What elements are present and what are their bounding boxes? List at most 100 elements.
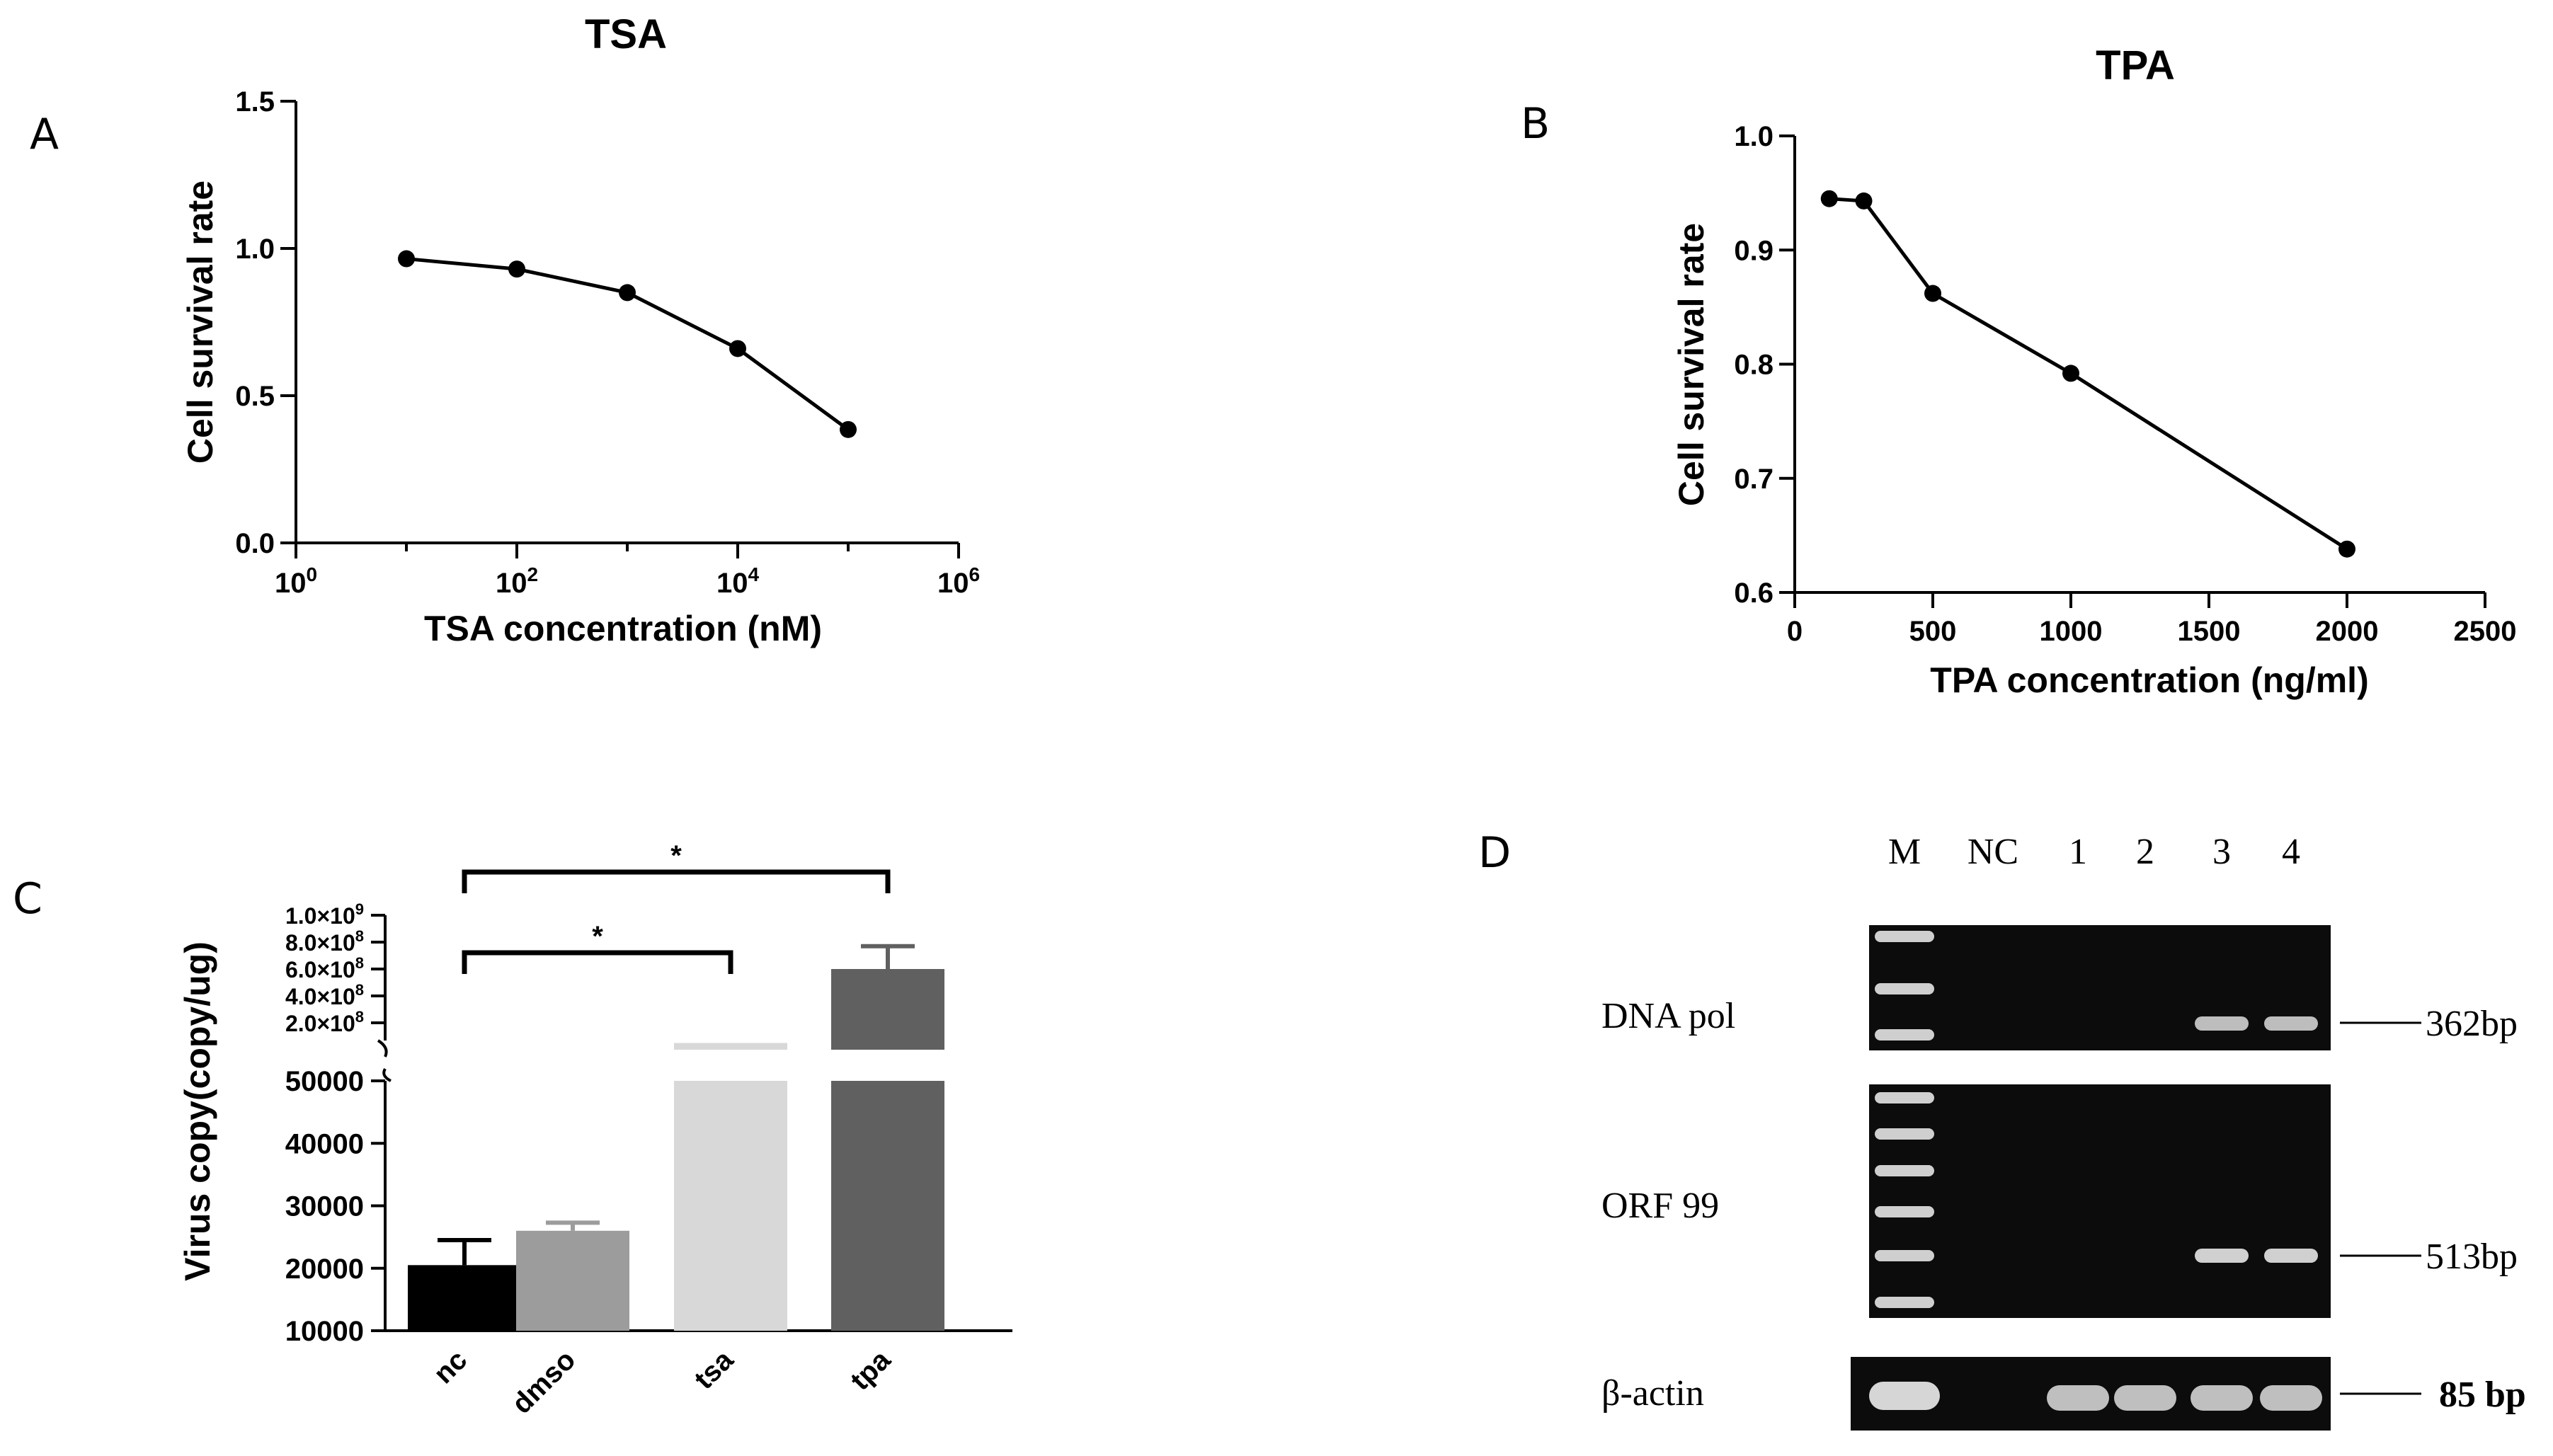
- chart-c-significance-star: *: [592, 921, 603, 952]
- chart-a-x-tick-label: 100: [275, 563, 317, 599]
- chart-c-bars: [408, 969, 944, 1331]
- chart-a-x-tick-label-base: 10: [275, 568, 307, 599]
- chart-c-bar-dmso: [516, 1230, 629, 1331]
- chart-c-bar-tsa: [674, 1081, 787, 1331]
- gel-band: [2195, 1249, 2249, 1263]
- panel-letter-a: A: [30, 110, 59, 159]
- chart-a-x-tick-label-base: 10: [937, 568, 969, 599]
- chart-c-bar-nc: [408, 1265, 521, 1331]
- gel-lane-label: M: [1888, 832, 1921, 872]
- panel-a-chart: TSA TSA concentration (nM) Cell survival…: [181, 11, 980, 648]
- chart-b-x-tick-label: 2000: [2316, 616, 2379, 647]
- chart-c-y-tick-label: 1.0×109: [285, 900, 364, 929]
- gel-band: [1869, 1382, 1940, 1410]
- chart-a-x-tick-label-base: 10: [716, 568, 748, 599]
- chart-a-y-tick-label: 0.5: [235, 381, 275, 412]
- chart-a-data-point: [508, 260, 525, 278]
- gel-ladder-band: [1875, 983, 1934, 994]
- chart-c-y-ticks: 10000200003000040000500002.0×1084.0×1086…: [285, 900, 385, 1347]
- chart-b-x-ticks: 0 500 1000 1500 2000 2500: [1787, 592, 2517, 647]
- chart-c-axis-break-bottom: [382, 1067, 392, 1082]
- chart-c-y-tick-label: 4.0×108: [285, 981, 364, 1009]
- gel-image: [1869, 1084, 2331, 1318]
- gel-lane-label: NC: [1967, 832, 2018, 872]
- panel-c-chart: Virus copy(copy/ug) 10000 20000 30000 40000…: [178, 840, 1012, 1420]
- gel-gene-label: DNA pol: [1601, 996, 1735, 1036]
- panel-letter-c: C: [13, 874, 42, 924]
- chart-c-y-tick-label-exp: 8: [355, 981, 364, 999]
- chart-c-y-tick-label-mantissa: 4.0×10: [285, 984, 355, 1009]
- chart-c-y-tick-label: 40000: [285, 1128, 364, 1159]
- gel-size-label: 513bp: [2426, 1237, 2518, 1277]
- chart-c-y-tick-label-exp: 9: [355, 900, 364, 918]
- gel-band: [2264, 1249, 2318, 1263]
- chart-a-xlabel: TSA concentration (nM): [424, 609, 822, 648]
- chart-b-y-tick-label: 0.8: [1734, 350, 1774, 381]
- chart-b-data-point: [1924, 285, 1941, 302]
- panel-letter-d: D: [1478, 828, 1511, 878]
- chart-b-y-tick-label: 0.6: [1734, 578, 1774, 609]
- chart-c-y-tick-label-mantissa: 6.0×10: [285, 957, 355, 982]
- chart-b-xlabel: TPA concentration (ng/ml): [1930, 660, 2368, 700]
- chart-b-data-point: [2338, 540, 2355, 558]
- gel-lane-labels: M NC 1 2 3 4: [1888, 832, 2300, 872]
- chart-a-x-tick-label: 102: [496, 563, 538, 599]
- chart-b-y-tick-label: 1.0: [1734, 121, 1774, 152]
- chart-c-y-tick-label: 10000: [285, 1316, 364, 1347]
- chart-a-data-point: [398, 250, 415, 268]
- chart-c-y-tick-label-mantissa: 2.0×10: [285, 1011, 355, 1036]
- chart-c-significance: **: [462, 840, 891, 974]
- gel-ladder-band: [1875, 931, 1934, 942]
- gel-lane-label: 4: [2282, 832, 2300, 872]
- chart-c-y-tick-label-mantissa: 8.0×10: [285, 930, 355, 956]
- chart-a-x-tick-label-exp: 2: [527, 563, 538, 585]
- gel-band: [2114, 1385, 2176, 1411]
- chart-c-bar-tpa-upper: [831, 969, 944, 1050]
- gel-image: [1869, 925, 2331, 1050]
- gel-ladder-band: [1875, 1029, 1934, 1041]
- chart-a-x-tick-label: 106: [937, 563, 980, 599]
- panel-d-gel: M NC 1 2 3 4 DNA pol 362bp ORF 99 513bp β-actin 85…: [1601, 832, 2526, 1431]
- chart-b-data-point: [1820, 190, 1838, 207]
- chart-c-y-tick-label: 30000: [285, 1191, 364, 1222]
- chart-c-y-tick-label-mantissa: 1.0×10: [285, 903, 355, 929]
- gel-ladder-band: [1875, 1128, 1934, 1140]
- chart-c-y-tick-label-exp: 8: [355, 954, 364, 972]
- chart-c-y-tick-label-exp: 8: [355, 1008, 364, 1026]
- chart-b-x-tick-label: 2500: [2454, 616, 2517, 647]
- gel-lane-label: 3: [2212, 832, 2231, 872]
- chart-c-y-tick-label: 50000: [285, 1066, 364, 1097]
- chart-b-x-tick-label: 1000: [2040, 616, 2103, 647]
- panel-b-chart: TPA TPA concentration (ng/ml) Cell survi…: [1672, 42, 2516, 700]
- chart-a-y-tick-label: 1.5: [235, 86, 275, 117]
- chart-b-y-tick-label: 0.7: [1734, 464, 1774, 495]
- chart-a-data-point: [840, 420, 857, 438]
- chart-a-x-tick-label-exp: 0: [306, 563, 317, 585]
- gel-band: [2264, 1016, 2318, 1031]
- chart-c-y-tick-label-exp: 8: [355, 927, 364, 945]
- chart-c-significance-bracket: [462, 869, 891, 893]
- chart-a-x-ticks: 100 102 104 106: [275, 543, 980, 599]
- gel-gene-label: ORF 99: [1601, 1186, 1719, 1226]
- chart-c-ylabel: Virus copy(copy/ug): [178, 941, 217, 1281]
- chart-a-ylabel: Cell survival rate: [181, 180, 220, 464]
- gel-gene-label: β-actin: [1601, 1373, 1704, 1414]
- chart-b-data-point: [1855, 192, 1873, 210]
- chart-b-x-tick-label: 1500: [2178, 616, 2241, 647]
- gel-band: [2195, 1016, 2249, 1031]
- chart-c-bar-tpa: [831, 1081, 944, 1331]
- gel-band: [2260, 1385, 2322, 1411]
- chart-a-series: [398, 250, 857, 438]
- chart-b-x-tick-label: 0: [1787, 616, 1803, 647]
- gel-blots: DNA pol 362bp ORF 99 513bp β-actin 85 bp: [1601, 925, 2526, 1431]
- gel-ladder-band: [1875, 1165, 1934, 1176]
- chart-a-x-tick-label-base: 10: [496, 568, 527, 599]
- chart-c-y-tick-label: 20000: [285, 1254, 364, 1285]
- gel-ladder-band: [1875, 1206, 1934, 1217]
- gel-band: [2191, 1385, 2253, 1411]
- chart-c-bar-tsa-upper: [674, 1043, 787, 1050]
- chart-c-y-tick-label: 2.0×108: [285, 1008, 364, 1036]
- chart-a-x-tick-label: 104: [716, 563, 760, 599]
- chart-c-error-bars: [438, 944, 915, 1266]
